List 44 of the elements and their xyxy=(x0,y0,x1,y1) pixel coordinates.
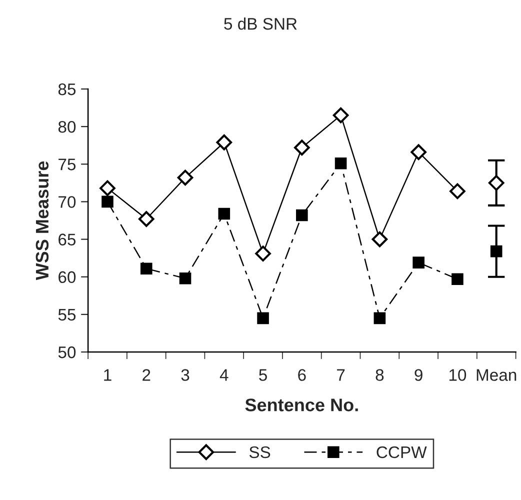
point xyxy=(452,273,464,286)
point xyxy=(372,231,388,248)
y-axis-title: WSS Measure xyxy=(36,161,49,280)
y-tick-label: 70 xyxy=(58,196,76,208)
point xyxy=(410,144,426,160)
point xyxy=(138,211,154,227)
point xyxy=(334,157,347,170)
x-tick-label: 2 xyxy=(142,369,150,381)
x-tick-label: 6 xyxy=(298,369,306,381)
x-tick-label: 3 xyxy=(181,369,190,381)
x-tick-label: 10 xyxy=(449,369,466,381)
x-tick-label: 8 xyxy=(376,369,384,381)
x-tick-label: 9 xyxy=(414,369,422,381)
point xyxy=(140,262,152,274)
point xyxy=(332,107,349,124)
point xyxy=(255,246,271,262)
x-tick-label: 4 xyxy=(220,369,228,381)
x-tick-label: 5 xyxy=(259,369,267,381)
chart-title: 5 dB SNR xyxy=(224,18,297,30)
legend-label: SS xyxy=(249,446,270,458)
x-axis-title: Sentence No. xyxy=(245,398,358,412)
point xyxy=(179,272,192,284)
x-tick-label: Mean xyxy=(476,369,516,381)
legend-label: CCPW xyxy=(376,446,427,458)
y-tick-label: 85 xyxy=(58,83,76,96)
point xyxy=(294,140,310,156)
y-tick-label: 55 xyxy=(58,309,76,321)
y-tick-label: 75 xyxy=(58,158,76,170)
y-tick-label: 65 xyxy=(58,234,76,246)
point xyxy=(296,209,308,222)
point xyxy=(216,134,232,150)
y-tick-label: 50 xyxy=(58,346,76,358)
x-tick-label: 7 xyxy=(337,369,345,381)
point xyxy=(100,180,116,196)
point xyxy=(412,256,424,268)
y-tick-label: 80 xyxy=(58,120,76,133)
x-tick-label: 1 xyxy=(104,369,112,381)
point xyxy=(257,312,269,324)
point xyxy=(102,196,114,208)
y-tick-label: 60 xyxy=(58,271,76,284)
point xyxy=(450,183,466,200)
point xyxy=(177,170,194,186)
point xyxy=(218,208,230,220)
point xyxy=(374,312,386,324)
